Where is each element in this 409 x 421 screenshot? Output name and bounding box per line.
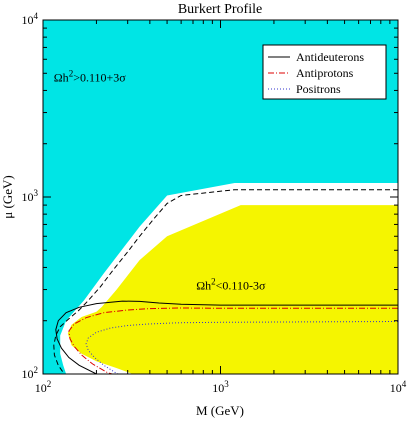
chart-title: Burkert Profile: [178, 2, 262, 17]
region-underdense: [67, 205, 398, 374]
region-overdense: [43, 20, 398, 374]
y-axis-label: μ (GeV): [0, 175, 15, 218]
y-tick-label: 104: [22, 11, 39, 27]
x-tick-label: 103: [212, 379, 229, 395]
series-layer: [53, 189, 398, 374]
x-tick-label: 104: [390, 379, 407, 395]
series-line-antideuterons: [55, 300, 398, 374]
legend-label-positrons: Positrons: [296, 82, 341, 96]
legend-label-antiprotons: Antiprotons: [296, 66, 354, 80]
regions-layer: [43, 20, 398, 374]
series-line-dashed-boundary: [53, 189, 398, 374]
series-line-antiprotons: [68, 307, 398, 374]
region-annotation: Ωh2<0.110-3σ: [196, 277, 266, 293]
legend-label-antideuterons: Antideuterons: [296, 50, 364, 64]
y-tick-label: 103: [22, 188, 39, 204]
ticks-layer: 102 103 104 102 103 104: [22, 11, 407, 395]
legend-box: [262, 44, 387, 100]
region-annotation: Ωh2>0.110+3σ: [54, 68, 127, 84]
x-axis-label: M (GeV): [196, 403, 244, 418]
annotations-layer: Ωh2>0.110+3σ Ωh2<0.110-3σ: [54, 68, 266, 292]
y-tick-label: 102: [22, 365, 39, 381]
x-tick-label: 102: [35, 379, 52, 395]
legend: Antideuterons Antiprotons Positrons: [262, 44, 387, 100]
